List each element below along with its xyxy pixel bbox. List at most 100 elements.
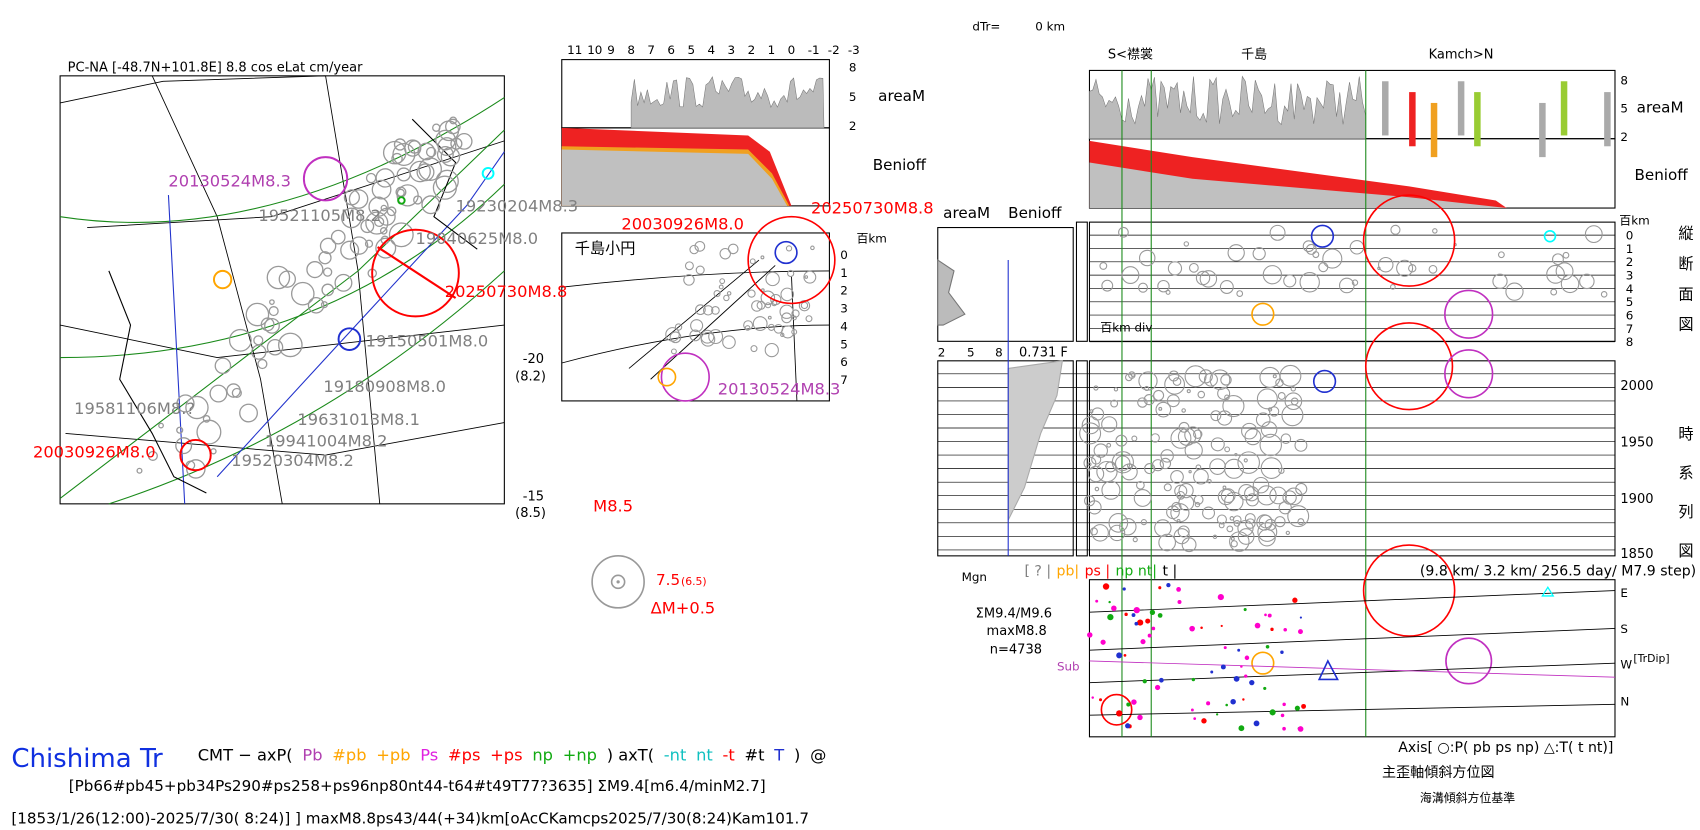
axis-event: [1301, 703, 1307, 709]
time-event: [1217, 488, 1235, 506]
axis-event: [1264, 613, 1267, 617]
time-event: [1170, 427, 1192, 449]
right-highlight: [1251, 302, 1275, 326]
axis-event: [1190, 708, 1194, 712]
map-event: [268, 306, 279, 317]
axis-event: [1134, 621, 1139, 626]
axis-event: [1107, 613, 1114, 621]
time-event: [1186, 389, 1191, 394]
axis-event: [1292, 597, 1298, 603]
hist: [1007, 360, 1064, 521]
map-line: [60, 324, 505, 359]
axis-event: [1147, 633, 1152, 638]
time-event: [1094, 486, 1100, 492]
axis-event: [1283, 627, 1287, 632]
axis-event: [1176, 587, 1181, 592]
section-event: [1312, 251, 1320, 259]
section-event: [1157, 279, 1170, 293]
label: 4: [840, 319, 848, 333]
label: 千島小円: [575, 240, 636, 258]
section-event: [765, 302, 772, 309]
axis-event: [1242, 698, 1245, 701]
map-event: [253, 335, 264, 346]
axis-event: [1244, 655, 1250, 661]
section-event: [1099, 261, 1108, 270]
label: 19040625M8.0: [415, 229, 538, 248]
map-event: [364, 239, 374, 248]
section-event: [743, 320, 754, 331]
time-event: [1229, 531, 1250, 552]
time-event: [1260, 457, 1283, 479]
label: 7: [1626, 322, 1634, 336]
time-event: [1244, 428, 1262, 446]
time-event: [1093, 385, 1099, 391]
time-event: [1171, 501, 1182, 513]
section-event: [1432, 228, 1438, 234]
section-event: [700, 332, 716, 347]
cmt-token: -t: [723, 746, 735, 765]
section-event: [719, 247, 731, 260]
label: 1: [1626, 242, 1634, 256]
map-event: [158, 422, 164, 429]
axis-event: [1191, 677, 1196, 682]
panel-frame: [561, 232, 830, 402]
section-event: [1492, 273, 1508, 289]
map-event: [320, 301, 329, 309]
label: -20: [523, 352, 544, 367]
benioff-gray: [1089, 162, 1507, 209]
section-event: [1236, 290, 1244, 297]
area-spike: [1539, 102, 1546, 158]
cmt-token: CMT − axP(: [198, 746, 293, 765]
label: 19150501M8.0: [366, 332, 489, 351]
map-event: [348, 189, 369, 209]
cmt-token: +np: [563, 746, 597, 765]
fault-bar: [376, 246, 457, 299]
time-event: [1170, 470, 1184, 484]
scale-circle: [616, 580, 620, 584]
axis-event: [1210, 670, 1214, 674]
map-event: [388, 222, 414, 248]
label: 3: [840, 302, 848, 316]
time-event: [1237, 451, 1260, 474]
plate-line: [59, 129, 505, 499]
time-event: [1281, 404, 1304, 427]
section-event: [711, 306, 720, 315]
map-event: [436, 146, 454, 163]
time-event: [1284, 392, 1303, 411]
time-event: [1184, 365, 1207, 388]
axis-event: [1157, 613, 1163, 618]
label: 20250730M8.8: [445, 282, 568, 301]
section-event: [690, 319, 704, 333]
time-event: [1220, 488, 1236, 504]
section-line: [561, 270, 830, 288]
map-event: [418, 157, 442, 181]
section-event: [1302, 240, 1315, 253]
axis-event: [1267, 613, 1272, 618]
time-event: [1138, 371, 1158, 391]
map-event: [186, 459, 206, 479]
section-event: [1349, 240, 1365, 255]
map-event: [360, 219, 375, 234]
time-event: [1285, 530, 1290, 536]
map-event: [136, 467, 143, 474]
label: -2: [828, 43, 840, 57]
section-event: [1562, 251, 1570, 259]
right-highlight: [1445, 637, 1493, 685]
time-event: [1154, 519, 1172, 537]
label: Benioff: [1634, 166, 1688, 184]
label: 19581106M8.?: [74, 399, 195, 418]
time-event: [1279, 364, 1302, 387]
label: M8.5: [593, 496, 633, 515]
panel-frame: [1075, 221, 1088, 342]
section-event: [719, 278, 726, 285]
time-event: [1294, 438, 1308, 452]
cmt-token: np: [532, 746, 553, 765]
axis-event: [1091, 696, 1094, 699]
map-event: [202, 415, 211, 423]
axis-event: [1265, 645, 1270, 649]
time-event: [1260, 421, 1278, 438]
map-event: [147, 450, 158, 461]
label: 海溝傾斜方位基準: [1420, 791, 1515, 805]
right-highlight: [1362, 194, 1456, 287]
time-event: [1150, 433, 1160, 443]
